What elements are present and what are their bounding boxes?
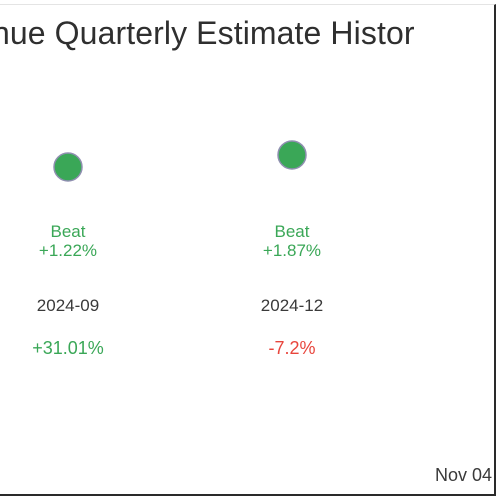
estimate-marker bbox=[53, 152, 83, 182]
surprise-label: +1.87% bbox=[263, 241, 321, 260]
chart-frame: venue Quarterly Estimate Histor Beat +1.2… bbox=[0, 4, 496, 496]
result-label: Beat bbox=[275, 222, 310, 241]
result-label: Beat bbox=[51, 222, 86, 241]
date-label: Nov 04 bbox=[434, 465, 492, 485]
estimate-marker bbox=[277, 140, 307, 170]
chart-marks: Beat+1.22%2024-09+31.01%Beat+1.87%2024-1… bbox=[32, 140, 323, 358]
quarter-label: 2024-09 bbox=[37, 296, 99, 315]
surprise-label: +1.22% bbox=[39, 241, 97, 260]
change-label: -7.2% bbox=[268, 338, 315, 358]
chart-title: venue Quarterly Estimate Histor bbox=[0, 15, 415, 51]
estimate-history-chart: Beat+1.22%2024-09+31.01%Beat+1.87%2024-1… bbox=[32, 140, 323, 358]
change-label: +31.01% bbox=[32, 338, 104, 358]
quarter-label: 2024-12 bbox=[261, 296, 323, 315]
